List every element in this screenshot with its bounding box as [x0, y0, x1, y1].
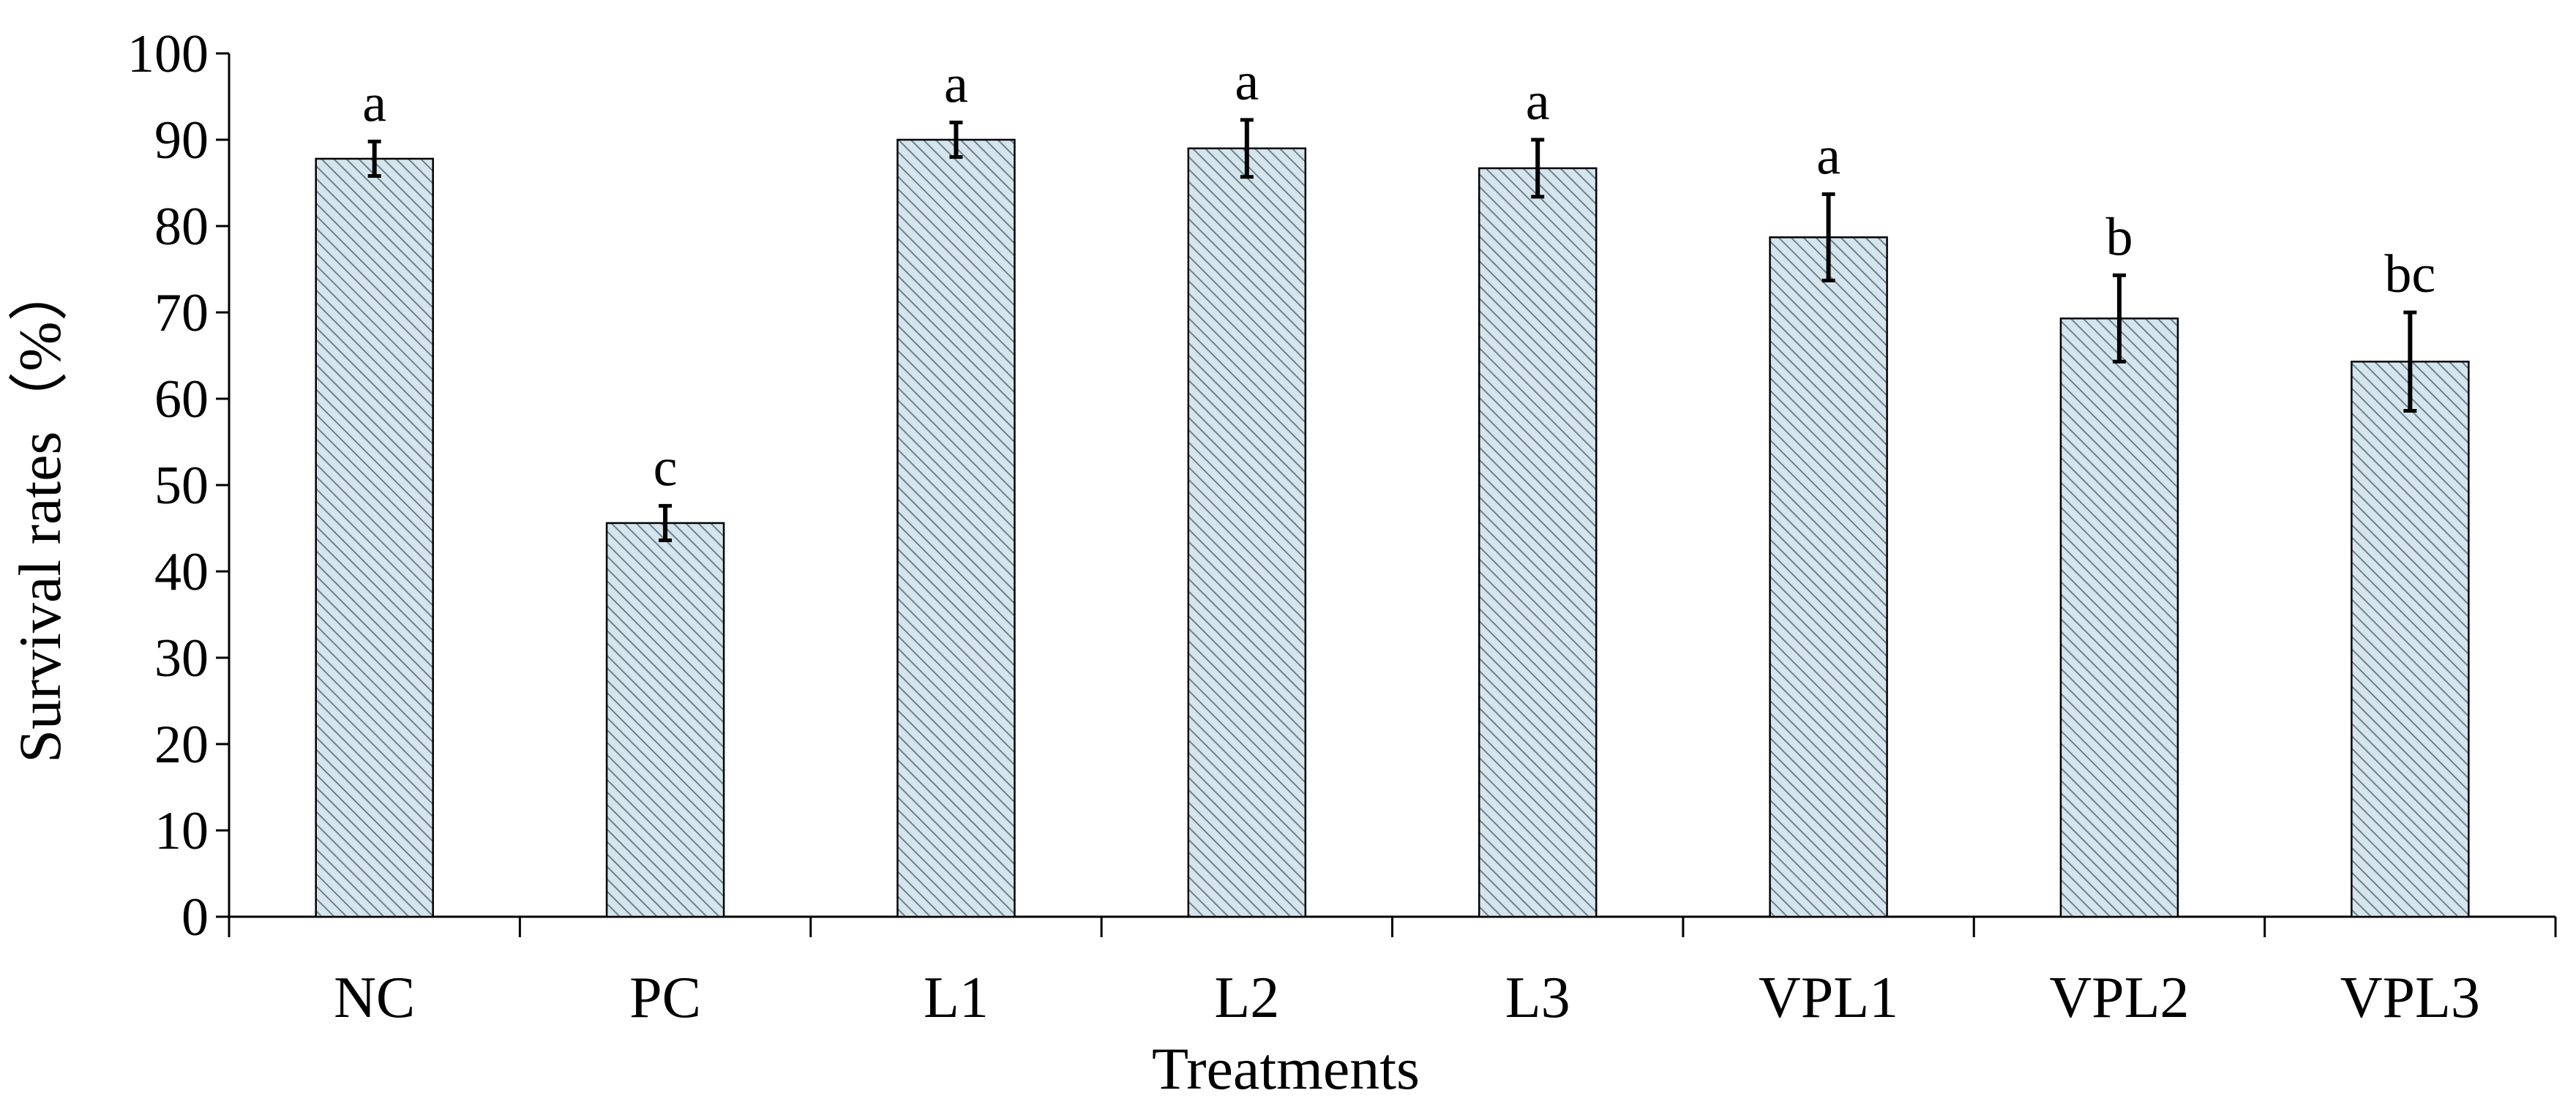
x-category-label: NC [334, 966, 415, 1030]
significance-label: b [2105, 207, 2133, 267]
bar-l1 [896, 138, 1016, 918]
significance-label: a [944, 54, 968, 114]
significance-label: a [1526, 72, 1550, 132]
significance-label: c [654, 438, 678, 498]
x-category-label: VPL3 [2340, 966, 2480, 1030]
x-category-label: L3 [1505, 966, 1570, 1030]
significance-label: a [1816, 126, 1841, 186]
x-category-label: L1 [924, 966, 989, 1030]
y-tick-label: 70 [154, 283, 209, 343]
y-tick-label: 80 [154, 197, 209, 257]
y-axis-title: Survival rates（%） [7, 261, 73, 762]
bar-nc [315, 157, 434, 918]
bar-pc [605, 522, 725, 918]
y-tick-label: 10 [154, 801, 209, 861]
y-tick-label: 40 [154, 542, 209, 602]
y-tick-label: 50 [154, 456, 209, 516]
bar-vpl1 [1769, 236, 1888, 918]
y-tick-label: 100 [127, 24, 209, 84]
bar-vpl2 [2059, 318, 2179, 918]
x-category-label: VPL1 [1759, 966, 1898, 1030]
significance-label: a [362, 73, 386, 133]
bar-l3 [1478, 167, 1598, 918]
y-tick-label: 60 [154, 369, 209, 429]
x-category-label: PC [629, 966, 701, 1030]
x-category-label: VPL2 [2049, 966, 2189, 1030]
significance-label: a [1235, 52, 1259, 112]
bar-vpl3 [2351, 361, 2470, 918]
x-category-label: L2 [1214, 966, 1279, 1030]
bar-l2 [1187, 147, 1307, 918]
y-tick-label: 0 [181, 887, 209, 947]
y-tick-label: 20 [154, 715, 209, 775]
y-tick-label: 90 [154, 110, 209, 170]
y-tick-label: 30 [154, 628, 209, 688]
x-axis-title: Treatments [1152, 1035, 1420, 1102]
significance-label: bc [2384, 244, 2435, 304]
